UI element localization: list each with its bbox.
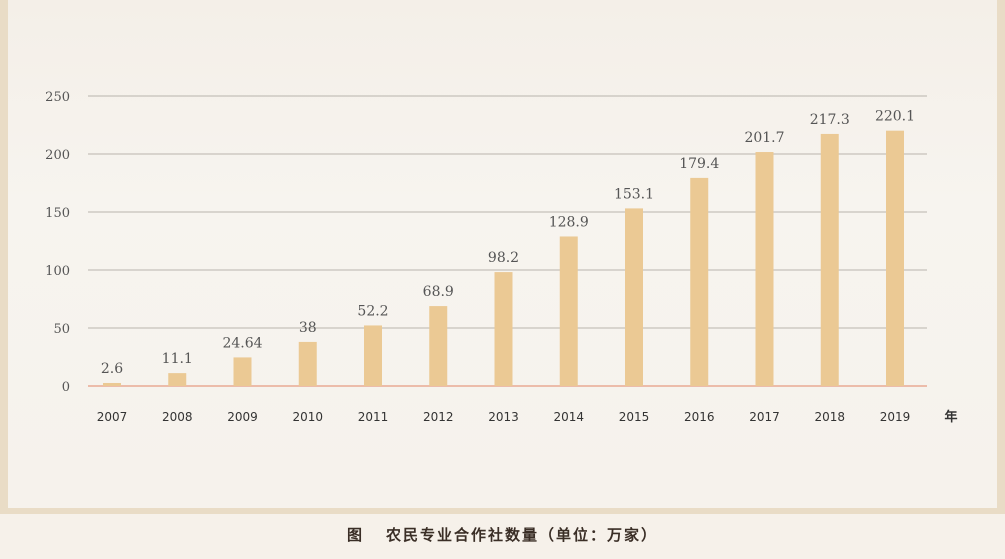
x-tick-label: 2009: [227, 410, 258, 424]
data-label: 128.9: [549, 214, 589, 230]
caption-bar: [0, 514, 1005, 559]
x-axis-unit: 年: [944, 409, 957, 425]
x-tick-label: 2019: [880, 410, 911, 424]
x-tick-label: 2011: [358, 410, 389, 424]
x-tick-label: 2014: [553, 410, 584, 424]
y-tick-label: 100: [45, 264, 70, 279]
y-axis-ticks: 0 50 100 150 200 250: [45, 90, 70, 395]
data-label: 98.2: [488, 250, 519, 266]
data-label: 153.1: [614, 186, 654, 202]
x-tick-label: 2012: [423, 410, 454, 424]
x-tick-label: 2016: [684, 410, 715, 424]
bar-chart: 0 50 100 150 200 250 2.6 11.1 24.64 38 52.2 68.9 98…: [45, 90, 957, 425]
bar: [559, 236, 578, 386]
bar: [364, 325, 382, 386]
y-tick-label: 0: [62, 380, 70, 395]
y-tick-label: 200: [45, 148, 70, 163]
bars: [103, 130, 904, 386]
x-tick-label: 2018: [814, 410, 845, 424]
data-label: 217.3: [810, 112, 850, 128]
x-tick-label: 2015: [619, 410, 650, 424]
data-label: 220.1: [875, 109, 915, 125]
data-label: 201.7: [744, 130, 784, 146]
y-tick-label: 150: [45, 206, 70, 221]
y-tick-label: 250: [45, 90, 70, 105]
data-label: 11.1: [162, 351, 193, 367]
y-tick-label: 50: [53, 322, 70, 337]
bar: [820, 133, 839, 386]
x-tick-label: 2013: [488, 410, 519, 424]
data-label: 52.2: [357, 303, 388, 319]
bar: [168, 373, 187, 386]
bar: [233, 357, 252, 386]
x-tick-label: 2007: [97, 410, 128, 424]
data-label: 179.4: [679, 156, 719, 172]
data-label: 2.6: [101, 361, 123, 377]
bar: [625, 208, 643, 386]
bar: [886, 130, 904, 386]
bar: [690, 177, 709, 386]
figure-caption: 图 农民专业合作社数量（单位：万家）: [0, 524, 1005, 545]
bar: [298, 341, 317, 386]
data-label: 38: [299, 320, 317, 336]
bar: [429, 306, 448, 386]
bar: [103, 382, 121, 386]
x-tick-label: 2008: [162, 410, 193, 424]
bar: [494, 272, 513, 386]
x-tick-label: 2017: [749, 410, 780, 424]
caption-text: 农民专业合作社数量（单位：万家）: [386, 526, 659, 544]
data-label: 68.9: [423, 284, 454, 300]
bar: [755, 152, 774, 386]
x-axis-ticks: 2007 2008 2009 2010 2011 2012 2013 2014 2015 2016…: [97, 410, 911, 424]
figure-label: 图: [346, 526, 364, 544]
data-label: 24.64: [222, 335, 262, 351]
data-labels: 2.6 11.1 24.64 38 52.2 68.9 98.2 128.9 153.1 179.…: [101, 109, 915, 377]
x-tick-label: 2010: [292, 410, 323, 424]
